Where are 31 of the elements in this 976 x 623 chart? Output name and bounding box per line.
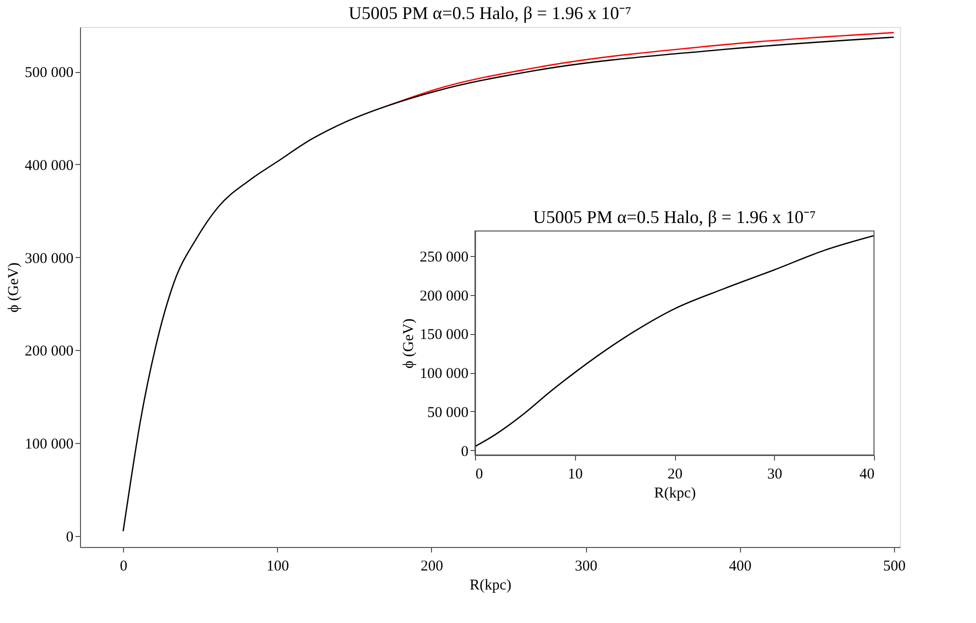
y-tick-label: 100 000 — [420, 366, 468, 382]
x-tick-label: 40 — [860, 466, 874, 482]
y-tick-label: 100 000 — [24, 436, 74, 452]
y-tick-label: 250 000 — [420, 249, 468, 266]
y-tick-label: 200 000 — [420, 288, 468, 304]
y-tick-label: 500 000 — [24, 65, 74, 82]
x-tick-label: 300 — [574, 558, 598, 574]
y-axis-title: ϕ (GeV) — [6, 262, 22, 312]
x-axis-title: R(kpc) — [654, 486, 696, 502]
x-tick-label: 400 — [728, 558, 752, 574]
y-tick-label: 200 000 — [24, 344, 74, 360]
y-tick-label: 0 — [461, 444, 468, 460]
x-tick-label: 0 — [120, 558, 128, 574]
x-tick-label: 0 — [476, 466, 483, 482]
x-tick-label: 20 — [668, 466, 682, 482]
x-axis-title: R(kpc) — [470, 578, 512, 594]
x-tick-label: 100 — [266, 558, 290, 574]
y-axis-title: ϕ (GeV) — [400, 318, 417, 368]
y-tick-label: 300 000 — [24, 250, 74, 267]
chart-title: U5005 PM α=0.5 Halo, β = 1.96 x 10⁻⁷ — [533, 207, 816, 227]
y-tick-label: 50 000 — [427, 404, 468, 421]
x-tick-label: 30 — [767, 466, 782, 482]
line-series — [474, 235, 875, 448]
y-tick-label: 0 — [66, 529, 74, 546]
chart-title: U5005 PM α=0.5 Halo, β = 1.96 x 10⁻⁷ — [348, 3, 632, 23]
x-tick-label: 500 — [883, 558, 906, 574]
x-tick-label: 10 — [568, 466, 583, 482]
y-tick-label: 150 000 — [420, 327, 468, 344]
y-tick-label: 400 000 — [24, 158, 74, 174]
line-series — [122, 36, 894, 532]
x-tick-label: 200 — [420, 558, 444, 574]
